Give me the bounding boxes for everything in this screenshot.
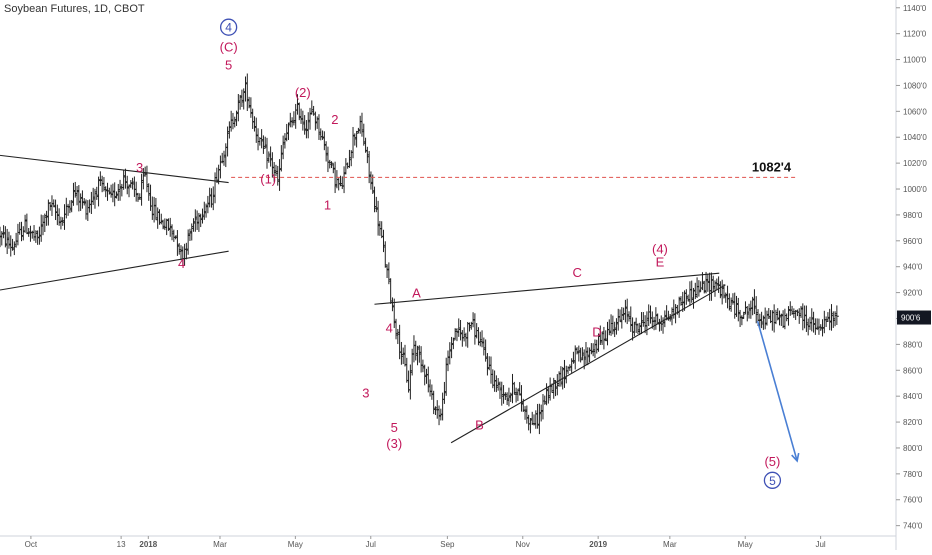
y-tick-label: 1140'0	[903, 4, 927, 13]
triangle-upper-line	[0, 154, 229, 184]
wave-label: 5	[225, 58, 232, 73]
x-tick-label: 13	[117, 540, 126, 549]
ohlc-bar	[696, 280, 701, 297]
wave-label: 4	[386, 321, 393, 336]
ohlc-bar	[383, 241, 388, 268]
wave-label: E	[656, 255, 665, 270]
y-tick-label: 1120'0	[903, 30, 927, 39]
x-tick-label: May	[738, 540, 753, 549]
y-tick-label: 780'0	[903, 470, 923, 479]
ohlc-bar	[354, 130, 359, 148]
wave-label: (5)	[764, 454, 780, 469]
wave-label: (C)	[220, 40, 238, 55]
y-tick-label: 880'0	[903, 340, 923, 349]
forecast-arrow-line	[756, 320, 798, 462]
wave-label: 3	[362, 385, 369, 400]
wave-label: 1	[324, 198, 331, 213]
wave-label: 4	[225, 21, 232, 35]
wave-label: B	[475, 418, 484, 433]
y-tick-label: 1000'0	[903, 185, 927, 194]
x-tick-label: Mar	[213, 540, 227, 549]
wave-label: (4)	[652, 242, 668, 257]
x-tick-label: Jul	[366, 540, 376, 549]
wave-label: (3)	[386, 436, 402, 451]
x-tick-label: Jul	[815, 540, 825, 549]
last-price-badge	[897, 310, 931, 325]
wave-label: 2	[331, 112, 338, 127]
wave-label: 5	[391, 420, 398, 435]
y-tick-label: 960'0	[903, 237, 923, 246]
ohlc-bar	[834, 305, 839, 325]
wave-label: A	[412, 286, 421, 301]
wave-label: 4	[178, 256, 185, 271]
y-tick-label: 920'0	[903, 289, 923, 298]
triangle-B-D-E-line	[450, 284, 726, 444]
ohlc-bar	[451, 337, 456, 350]
x-tick-label: Sep	[440, 540, 455, 549]
wave-circle-marker	[219, 18, 238, 36]
triangle-A-C-E-line	[374, 272, 720, 305]
chart-title: Soybean Futures, 1D, CBOT	[4, 3, 145, 15]
wave-label: (1)	[260, 172, 276, 187]
trend-lines-layer: 1082'4	[0, 154, 800, 463]
level-label: 1082'4	[752, 159, 792, 174]
y-tick-label: 1020'0	[903, 159, 927, 168]
x-tick-label: 2018	[139, 540, 157, 549]
wave-label: (2)	[295, 85, 311, 100]
y-tick-label: 820'0	[903, 418, 923, 427]
wave-label: D	[592, 324, 601, 339]
last-price-label: 900'6	[901, 314, 921, 323]
x-tick-label: Mar	[663, 540, 677, 549]
x-tick-label: Oct	[25, 540, 38, 549]
y-tick-label: 800'0	[903, 444, 923, 453]
y-tick-label: 760'0	[903, 496, 923, 505]
y-tick-label: 1100'0	[903, 56, 927, 65]
y-tick-label: 1080'0	[903, 81, 927, 90]
x-tick-label: 2019	[589, 540, 607, 549]
wave-circle-marker	[763, 471, 782, 489]
forecast-arrow-head	[791, 452, 800, 463]
y-tick-label: 740'0	[903, 522, 923, 531]
y-tick-label: 1040'0	[903, 133, 927, 142]
y-tick-label: 1060'0	[903, 107, 927, 116]
y-tick-label: 980'0	[903, 211, 923, 220]
y-tick-label: 840'0	[903, 392, 923, 401]
ohlc-bar	[741, 311, 746, 319]
wave-label: 5	[769, 474, 776, 488]
wave-label: C	[572, 265, 581, 280]
x-tick-label: May	[288, 540, 303, 549]
x-tick-label: Nov	[516, 540, 530, 549]
y-tick-label: 860'0	[903, 366, 923, 375]
y-tick-label: 940'0	[903, 263, 923, 272]
wave-label: 3	[136, 160, 143, 175]
triangle-lower-line	[0, 250, 229, 291]
plot-layer	[0, 73, 839, 435]
